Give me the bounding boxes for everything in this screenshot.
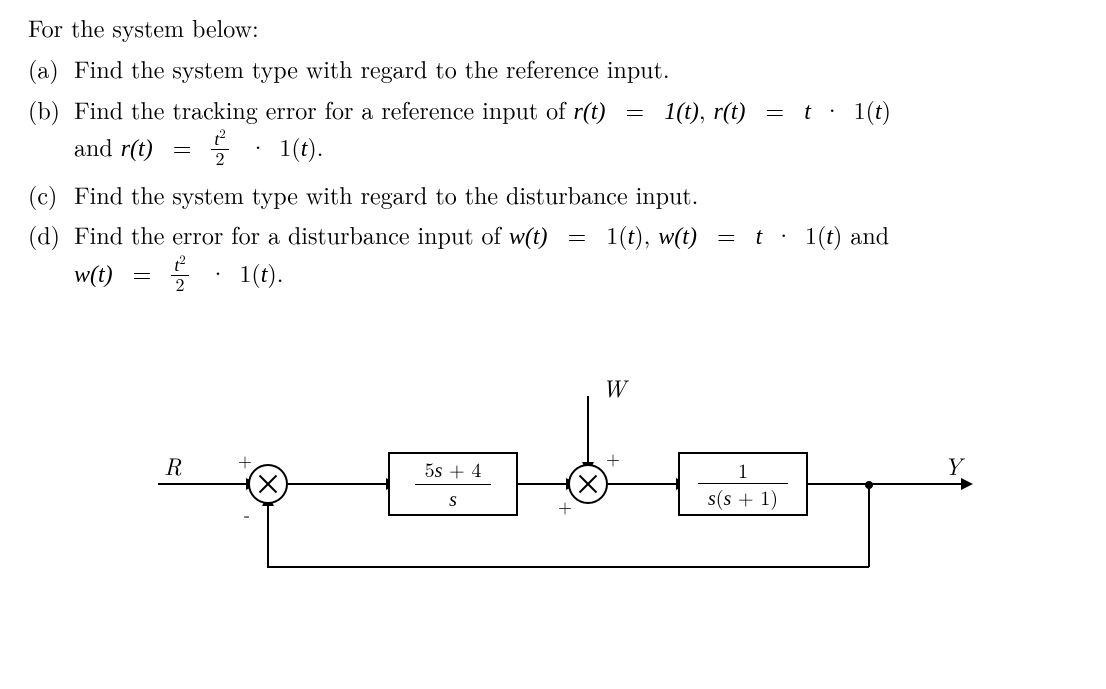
item-b-label: (b) (28, 92, 74, 171)
question-list: (a) Find the system type with regard to … (28, 51, 1078, 297)
item-b-lead: Find the tracking error for a reference … (74, 92, 574, 126)
item-a: (a) Find the system type with regard to … (28, 51, 1078, 86)
item-c-label: (c) (28, 177, 74, 212)
and-d: and (850, 217, 889, 251)
sum-junction-1 (248, 464, 288, 504)
dot2: · (249, 129, 268, 163)
wire-sum1-block1 (288, 483, 388, 485)
wire-w-in (587, 396, 589, 464)
item-a-label: (a) (28, 51, 74, 86)
item-a-body: Find the system type with regard to the … (74, 51, 1078, 86)
eq-b3-lhs: r(t) (121, 136, 153, 162)
label-R: R (164, 448, 182, 483)
dot-d2: · (209, 255, 228, 289)
intro-text: For the system below: (28, 10, 1078, 45)
eq-b1-lhs: r(t) (574, 99, 606, 125)
eq-d2-rhs: t (756, 224, 763, 250)
block-plant: 1s(s + 1) (678, 452, 808, 516)
sep-d: , (644, 217, 659, 251)
item-d-body: Find the error for a disturbance input o… (74, 217, 1078, 296)
frac-den: 2 (211, 149, 228, 169)
dot: · (823, 92, 842, 126)
wire-block1-sum2 (518, 483, 568, 485)
eq-d3-lhs: w(t) (74, 262, 113, 288)
and: and (74, 129, 121, 163)
eq-b2-lhs: r(t) (714, 99, 746, 125)
item-c: (c) Find the system type with regard to … (28, 177, 1078, 212)
eq-sign: = (626, 92, 645, 126)
item-c-body: Find the system type with regard to the … (74, 177, 1078, 212)
wire-feedback-down (868, 483, 870, 567)
wire-feedback-up (267, 504, 269, 567)
wire-sum2-block2 (608, 483, 678, 485)
eq-b3-frac: t2 2 (211, 130, 228, 169)
sum2-plus-top: + (606, 446, 620, 472)
eq-d1-rhs: 1(t) (606, 217, 643, 251)
sep: , (699, 92, 714, 126)
eq-d2-rhs2: 1(t) (805, 217, 842, 251)
node-y-tap (865, 481, 873, 489)
eq-b1-rhs: 1(t) (664, 99, 699, 125)
period: . (317, 129, 324, 163)
eq-d3-rhs2: 1(t) (239, 255, 276, 289)
frac-den-d: 2 (171, 275, 188, 295)
eq-b2-rhs2: 1(t) (854, 92, 891, 126)
eq-sign-d3: = (133, 255, 152, 289)
dot-d: · (774, 217, 793, 251)
sum1-plus: + (238, 448, 252, 474)
label-W: W (602, 370, 626, 405)
block-controller: 5s + 4s (388, 452, 518, 516)
eq-b3-rhs2: 1(t) (279, 129, 316, 163)
item-d-lead: Find the error for a disturbance input o… (74, 217, 509, 251)
eq-b2-rhs: t (804, 99, 811, 125)
eq-sign3: = (173, 129, 192, 163)
period-d: . (277, 255, 284, 289)
wire-block2-out-arrow (961, 478, 973, 490)
wire-feedback-h (267, 566, 869, 568)
eq-sign-d2: = (717, 217, 736, 251)
sum1-minus: - (244, 502, 250, 528)
sum-junction-2 (568, 464, 608, 504)
eq-d3-frac: t2 2 (171, 256, 188, 295)
sum2-plus-left: + (558, 494, 572, 520)
eq-d2-lhs: w(t) (658, 224, 697, 250)
wire-r-in (158, 483, 248, 485)
eq-d1-lhs: w(t) (509, 224, 548, 250)
eq-sign-d: = (568, 217, 587, 251)
item-d: (d) Find the error for a disturbance inp… (28, 217, 1078, 296)
item-b: (b) Find the tracking error for a refere… (28, 92, 1078, 171)
item-d-label: (d) (28, 217, 74, 296)
wire-block2-out (808, 483, 963, 485)
block-diagram: 5s + 4s 1s(s + 1) R W Y + - + + (68, 344, 1068, 604)
label-Y: Y (944, 448, 962, 483)
item-b-body: Find the tracking error for a reference … (74, 92, 1078, 171)
eq-sign2: = (766, 92, 785, 126)
